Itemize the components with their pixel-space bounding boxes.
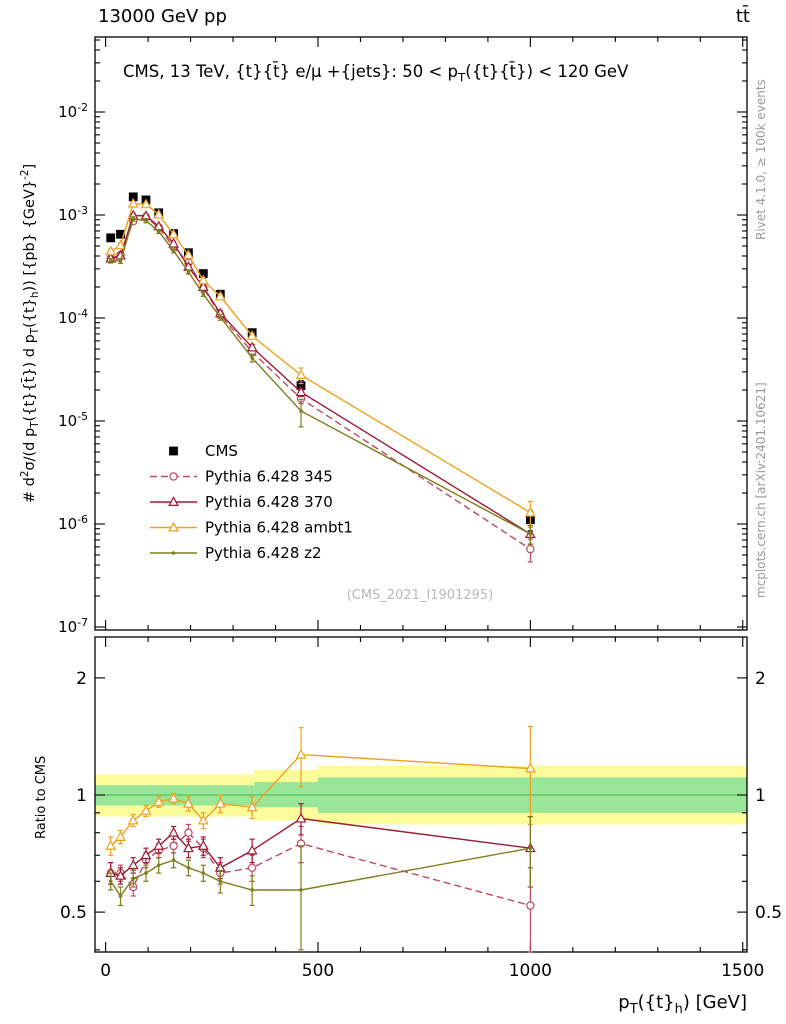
titles: CMS, 13 TeV, {t}{t̄} e/μ +{jets}: 50 < p…: [19, 62, 747, 1017]
y-tick-label-1e-4: 10-4: [58, 307, 88, 327]
beam-energy-label: 13000 GeV pp: [98, 6, 227, 27]
series-pythia-6-428-ambt1-ratio: [105, 725, 536, 856]
ratio-tick-right-0.5: 0.5: [755, 903, 782, 923]
main-panel-title: CMS, 13 TeV, {t}{t̄} e/μ +{jets}: 50 < p…: [123, 62, 629, 84]
x-tick-label-1500: 1500: [721, 961, 764, 981]
legend-label-pythia-6-428-ambt1: Pythia 6.428 ambt1: [205, 519, 353, 537]
main-y-axis-label: # d2σ/(d pT({t}{t̄}) d pT({t}h)) [{pb} {…: [19, 164, 41, 503]
ratio-tick-right-2: 2: [755, 669, 766, 689]
process-label: tt̄: [735, 6, 750, 27]
x-axis-title: pT({t}h) [GeV]: [618, 992, 747, 1017]
x-tick-label-0: 0: [100, 961, 111, 981]
rivet-version-note: Rivet 4.1.0, ≥ 100k events: [754, 79, 768, 241]
x-tick-label-500: 500: [302, 961, 334, 981]
legend-label-pythia-6-428-345: Pythia 6.428 345: [205, 468, 333, 486]
legend-entry-pythia-6-428-345: Pythia 6.428 345: [150, 468, 333, 486]
ratio-tick-left-2: 2: [76, 669, 87, 689]
legend-label-pythia-6-428-370: Pythia 6.428 370: [205, 493, 333, 511]
ratio-reference-band: [95, 765, 747, 825]
main-panel-series: [105, 192, 536, 563]
ratio-y-tick-labels: 2 2 1 1 0.5 0.5: [60, 669, 782, 923]
mcplots-arxiv-note: mcplots.cern.ch [arXiv:2401.10621]: [754, 382, 768, 598]
series-pythia-6-428-z2-main: [108, 216, 533, 545]
legend-entry-cms: CMS: [169, 442, 238, 460]
series-pythia-6-428-ambt1-main: [105, 197, 536, 529]
y-tick-label-1e-7: 10-7: [58, 616, 88, 636]
legend-entry-pythia-6-428-370: Pythia 6.428 370: [150, 493, 333, 511]
series-pythia-6-428-345-ratio: [106, 823, 535, 953]
analysis-id-watermark: (CMS_2021_I1901295): [346, 588, 494, 603]
x-tick-label-1000: 1000: [509, 961, 552, 981]
legend-entry-pythia-6-428-z2: Pythia 6.428 z2: [150, 544, 322, 562]
y-tick-label-1e-3: 10-3: [58, 204, 88, 224]
ratio-axis-label: Ratio to CMS: [34, 755, 49, 839]
ratio-panel-series: [105, 725, 536, 953]
ratio-tick-left-0.5: 0.5: [60, 903, 87, 923]
y-tick-label-1e-5: 10-5: [58, 410, 88, 430]
y-tick-label-1e-6: 10-6: [58, 513, 88, 533]
ratio-tick-left-1: 1: [76, 786, 87, 806]
legend-label-pythia-6-428-z2: Pythia 6.428 z2: [205, 544, 322, 562]
series-pythia-6-428-370-ratio: [105, 803, 536, 888]
y-tick-label-1e-2: 10-2: [58, 101, 88, 121]
legend-label-cms: CMS: [205, 442, 238, 460]
axis-ticks: [95, 37, 747, 952]
main-y-tick-labels: 10-2 10-3 10-4 10-5 10-6 10-7: [58, 101, 88, 636]
legend-entry-pythia-6-428-ambt1: Pythia 6.428 ambt1: [150, 519, 353, 537]
main-frame: [94, 36, 748, 631]
series-pythia-6-428-z2-ratio: [108, 815, 533, 951]
legend: CMS Pythia 6.428 345 Pythia 6.428 370 Pythi…: [150, 442, 353, 562]
x-tick-labels: 0 500 1000 1500: [100, 961, 764, 981]
ratio-tick-right-1: 1: [755, 786, 766, 806]
series-pythia-6-428-370-main: [105, 209, 536, 545]
